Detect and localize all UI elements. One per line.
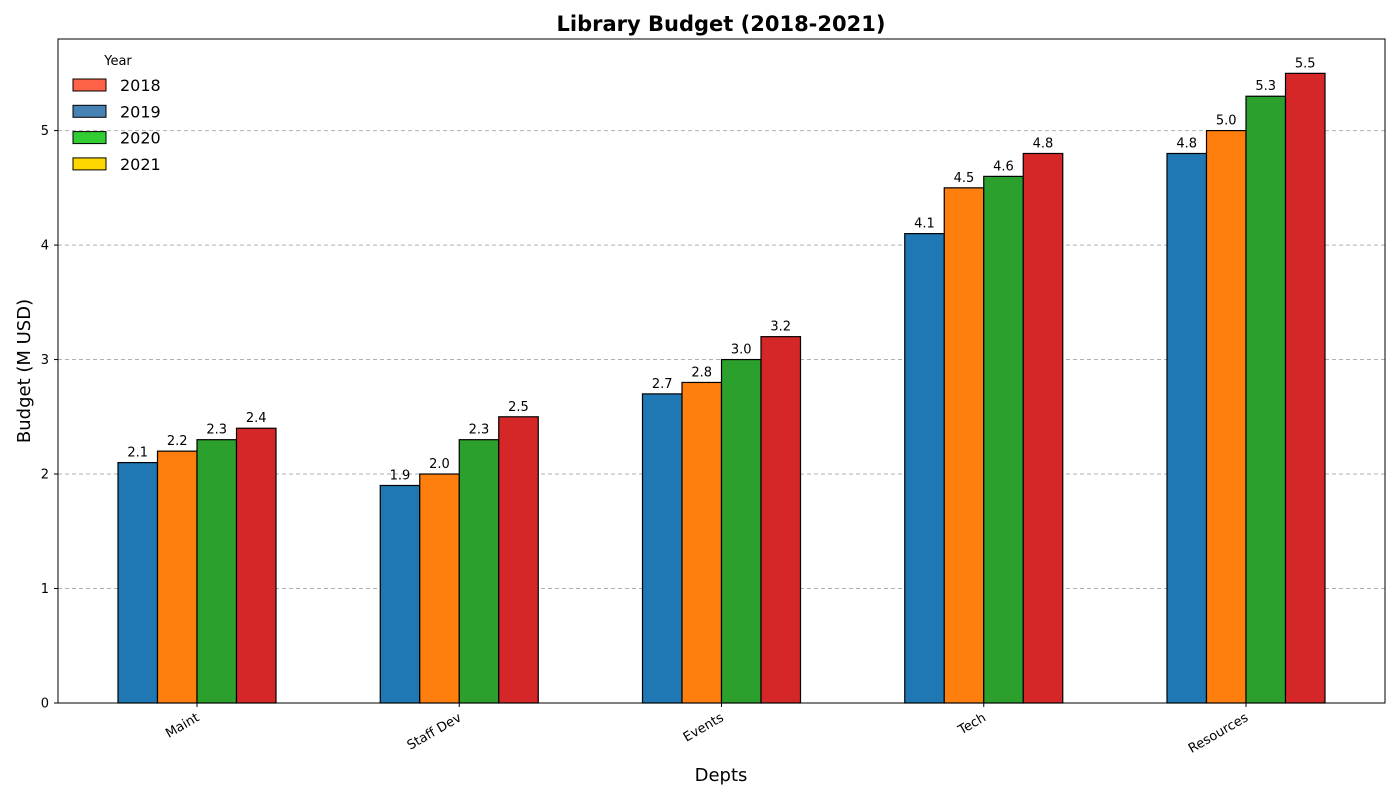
y-axis-title: Budget (M USD) [14, 299, 35, 443]
bar-2020-resources [1245, 95, 1287, 704]
bar-2019-maint [156, 450, 198, 704]
data-label: 3.0 [731, 343, 752, 358]
data-label: 2.7 [652, 377, 673, 392]
legend-label-2019: 2019 [120, 102, 161, 121]
bar-2021-tech [1022, 152, 1064, 704]
bar-2018-resources [1166, 152, 1208, 704]
bar-2021-maint [235, 427, 277, 704]
data-label: 5.0 [1216, 114, 1237, 129]
y-tick-label: 2 [41, 468, 49, 483]
x-axis-title: Depts [695, 765, 748, 786]
legend-swatch-2020 [72, 131, 107, 145]
data-label: 2.5 [508, 400, 529, 415]
legend-label-2021: 2021 [120, 155, 161, 174]
data-label: 1.9 [390, 468, 411, 483]
bar-2019-events [681, 381, 723, 704]
data-label: 2.3 [469, 423, 490, 438]
bar-2018-staff-dev [379, 484, 421, 704]
legend-swatch-2018 [72, 78, 107, 92]
labels-layer: 2.1 2.2 2.3 2.4 1.9 2.0 2.3 2.5 2.7 2.8 3.0 3.2 4.1 4… [127, 56, 1315, 483]
data-label: 2.3 [206, 423, 227, 438]
bar-2021-events [760, 336, 802, 704]
x-tick-label: Resources [1186, 710, 1251, 756]
data-label: 4.5 [954, 171, 975, 186]
data-label: 2.4 [246, 411, 267, 426]
data-label: 4.6 [993, 159, 1014, 174]
data-label: 5.5 [1295, 56, 1316, 71]
data-label: 4.8 [1033, 136, 1054, 151]
y-tick-label: 5 [41, 124, 49, 139]
y-tick-label: 4 [41, 239, 49, 254]
legend-swatch-2021 [72, 157, 107, 171]
legend-label-2020: 2020 [120, 129, 161, 148]
legend-swatch-2019 [72, 104, 107, 118]
chart-title: Library Budget (2018-2021) [557, 12, 886, 36]
x-tick-label: Maint [163, 710, 202, 741]
x-tick-label: Events [681, 710, 727, 745]
bar-2020-maint [196, 439, 238, 704]
legend-title: Year [103, 54, 132, 69]
bar-2019-resources [1205, 129, 1247, 704]
x-tick-label: Staff Dev [405, 710, 465, 753]
y-tick-label: 0 [41, 697, 49, 712]
y-tick-label: 3 [41, 353, 49, 368]
bar-2018-events [641, 393, 683, 704]
bar-2021-resources [1284, 72, 1326, 704]
y-tick-label: 1 [41, 582, 49, 597]
bar-2018-tech [904, 233, 945, 704]
data-label: 4.8 [1176, 136, 1197, 151]
data-label: 2.0 [429, 457, 450, 472]
bar-2019-tech [943, 187, 985, 704]
legend: Year 2018 2019 2020 2021 [72, 54, 161, 174]
y-axis: 0 1 2 3 4 5 [41, 124, 58, 712]
bars-layer [117, 72, 1326, 704]
bar-2019-staff-dev [419, 473, 460, 704]
data-label: 4.1 [914, 217, 935, 232]
data-label: 5.3 [1255, 79, 1276, 94]
bar-2018-maint [117, 461, 159, 704]
x-tick-label: Tech [955, 710, 989, 738]
data-label: 2.2 [167, 434, 188, 449]
bar-2020-tech [983, 175, 1024, 704]
legend-items: 2018 2019 2020 2021 [72, 76, 161, 174]
data-label: 3.2 [770, 320, 791, 335]
legend-label-2018: 2018 [120, 76, 161, 95]
data-label: 2.1 [127, 446, 148, 461]
data-label: 2.8 [691, 365, 712, 380]
bar-2020-staff-dev [458, 439, 500, 704]
bar-2021-staff-dev [498, 416, 539, 704]
x-axis: Maint Staff Dev Events Tech Resources [163, 703, 1251, 757]
bar-2020-events [720, 358, 762, 704]
